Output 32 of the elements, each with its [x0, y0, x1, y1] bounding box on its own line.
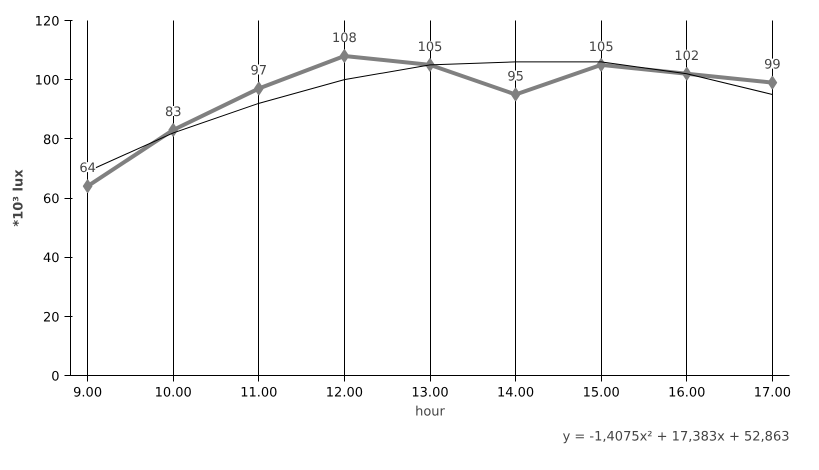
x-tick-label: 16.00: [668, 386, 706, 400]
x-tick-label: 12.00: [326, 386, 364, 400]
x-tick-label: 10.00: [154, 386, 192, 400]
y-tick-label: 100: [34, 74, 60, 89]
data-label: 105: [418, 40, 442, 55]
y-tick-label: 20: [42, 310, 60, 326]
y-tick-label: 0: [51, 370, 60, 384]
data-label: 105: [588, 40, 614, 55]
x-tick-label: 14.00: [496, 386, 534, 400]
y-tick-label: 80: [42, 132, 60, 148]
x-axis-title: hour: [415, 404, 446, 420]
x-tick-label: 13.00: [411, 386, 449, 400]
y-tick-label: 120: [34, 14, 60, 30]
data-label: 108: [332, 31, 357, 46]
data-label: 99: [764, 58, 781, 73]
x-tick-label: 11.00: [240, 386, 278, 400]
data-label: 83: [164, 104, 182, 120]
point: [254, 82, 264, 96]
x-tick-label: 17.00: [754, 386, 791, 400]
text: y = -1,4075x² + 17,383x + 52,863: [562, 430, 790, 444]
data-label: 95: [507, 69, 524, 84]
point: [596, 58, 606, 72]
x-tick-label: 15.00: [582, 386, 620, 400]
point: [340, 49, 350, 63]
y-tick-label: 60: [42, 192, 60, 207]
y-tick-label: 40: [42, 251, 60, 266]
data-label: 97: [250, 64, 268, 79]
data-label: 64: [79, 161, 96, 176]
point: [168, 122, 178, 137]
y-axis-title: *10³ lux: [12, 168, 27, 227]
data-label: 102: [674, 48, 700, 64]
x-tick-label: 9.00: [73, 386, 102, 400]
